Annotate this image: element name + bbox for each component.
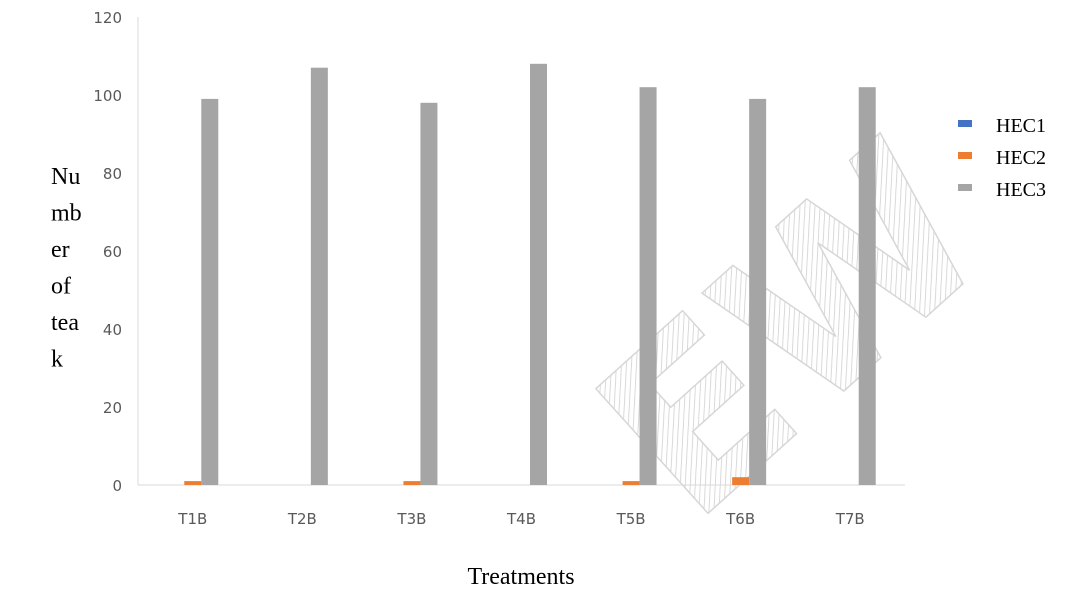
x-tick-label: T4B <box>506 510 536 528</box>
bar-hec3-t1b <box>201 98 219 486</box>
y-axis-label-line: er <box>51 237 70 263</box>
x-tick-label: T6B <box>725 510 755 528</box>
bar-hec2-t6b <box>732 477 750 485</box>
y-axis-label-mask <box>40 370 100 400</box>
x-tick-label: T3B <box>396 510 426 528</box>
x-tick-label: T7B <box>835 510 865 528</box>
legend-swatch-hec3 <box>958 184 972 191</box>
legend-label-hec1: HEC1 <box>996 115 1046 137</box>
bar-hec3-t2b <box>310 67 328 485</box>
legend-swatch-hec2 <box>958 152 972 159</box>
y-tick-label: 20 <box>103 399 122 417</box>
bar-hec3-t6b <box>749 98 767 486</box>
bar-hec2-t1b <box>184 481 202 485</box>
x-axis-label: Treatments <box>467 564 574 590</box>
legend-label-hec2: HEC2 <box>996 147 1046 169</box>
y-tick-label: 120 <box>93 9 122 27</box>
bar-hec3-t3b <box>420 102 438 486</box>
x-tick-label: T2B <box>287 510 317 528</box>
bar-hec3-t5b <box>639 87 657 485</box>
bar-hec2-t3b <box>403 481 421 485</box>
y-axis-label-line: k <box>51 347 63 373</box>
x-tick-labels: T1B T2B T3B T4B T5B T6B T7B <box>177 510 864 528</box>
bar-series <box>184 63 876 486</box>
y-tick-labels: 0 20 40 60 80 100 120 <box>93 9 122 495</box>
legend-swatch-hec1 <box>958 120 972 127</box>
y-axis-label-line: mb <box>51 201 82 227</box>
x-tick-label: T5B <box>616 510 646 528</box>
bar-hec3-t7b <box>858 87 876 485</box>
y-tick-label: 0 <box>112 477 122 495</box>
y-tick-label: 80 <box>103 165 122 183</box>
bar-hec3-t4b <box>530 63 547 486</box>
legend: HEC1 HEC2 HEC3 <box>958 115 1046 201</box>
y-axis-label: Nu mb er of tea k <box>40 164 100 400</box>
review-watermark: EW <box>550 94 1035 569</box>
bar-hec2-t5b <box>622 481 640 485</box>
y-tick-label: 100 <box>93 87 122 105</box>
svg-text:EW: EW <box>550 95 1034 568</box>
y-tick-label: 40 <box>103 321 122 339</box>
y-axis-label-line: tea <box>51 310 79 336</box>
legend-label-hec3: HEC3 <box>996 179 1046 201</box>
y-axis-label-line: Nu <box>51 164 80 190</box>
y-tick-label: 60 <box>103 243 122 261</box>
x-tick-label: T1B <box>177 510 207 528</box>
y-axis-label-line: of <box>51 274 71 300</box>
